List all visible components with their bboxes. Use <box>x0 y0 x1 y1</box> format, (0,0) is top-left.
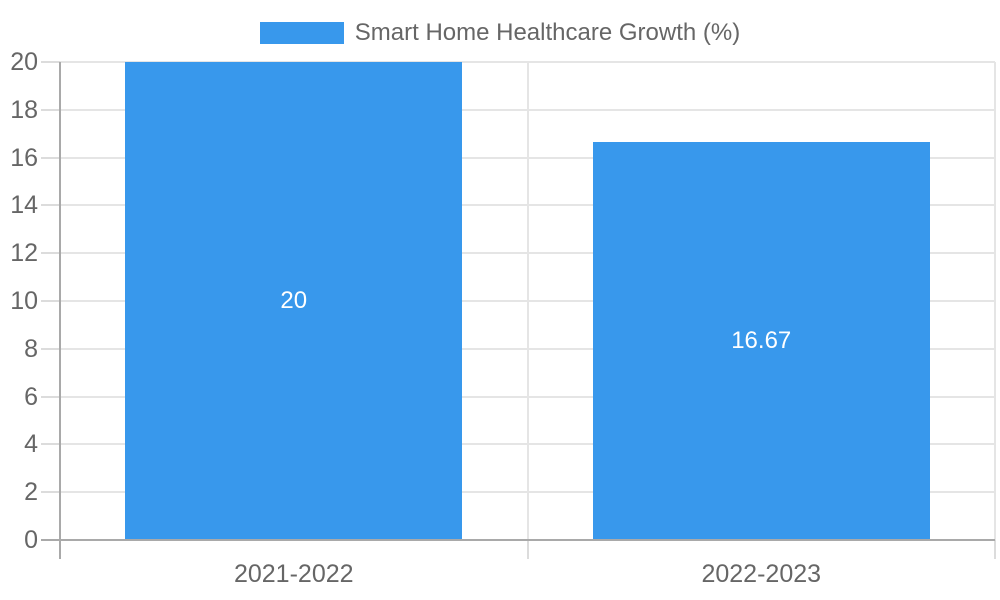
y-tick <box>41 108 60 111</box>
x-axis-label: 2022-2023 <box>701 560 822 588</box>
y-tick-label: 14 <box>10 191 38 220</box>
y-tick <box>41 491 60 494</box>
y-tick <box>41 204 60 207</box>
x-tick <box>526 540 529 559</box>
y-tick-label: 4 <box>24 430 38 459</box>
y-tick <box>41 252 60 255</box>
y-tick <box>41 347 60 350</box>
bar-value-label: 16.67 <box>731 326 792 354</box>
x-gridline <box>526 62 529 540</box>
y-tick-label: 0 <box>24 526 38 554</box>
y-tick <box>41 156 60 159</box>
y-tick <box>41 443 60 446</box>
legend-label: Smart Home Healthcare Growth (%) <box>354 19 741 46</box>
bar[interactable] <box>125 62 463 540</box>
x-gridline <box>59 62 61 540</box>
y-tick <box>41 61 60 63</box>
y-tick-label: 18 <box>10 95 38 124</box>
bar[interactable] <box>592 141 930 540</box>
y-tick-label: 2 <box>24 478 38 507</box>
y-tick-label: 20 <box>10 48 38 76</box>
x-axis-label: 2021-2022 <box>233 560 354 588</box>
x-gridline <box>994 62 996 540</box>
y-tick-label: 12 <box>10 239 38 268</box>
x-axis-line <box>60 539 995 541</box>
y-tick <box>41 300 60 302</box>
legend-swatch <box>259 22 344 44</box>
y-tick <box>41 395 60 398</box>
x-tick <box>59 540 61 559</box>
bar-value-label: 20 <box>280 287 308 314</box>
y-tick <box>41 539 60 541</box>
chart-legend[interactable]: Smart Home Healthcare Growth (%) <box>0 19 1000 46</box>
y-tick-label: 8 <box>24 334 38 363</box>
y-tick-label: 6 <box>24 382 38 411</box>
y-tick-label: 16 <box>10 143 38 172</box>
y-tick-label: 10 <box>10 287 38 315</box>
x-tick <box>994 540 996 559</box>
